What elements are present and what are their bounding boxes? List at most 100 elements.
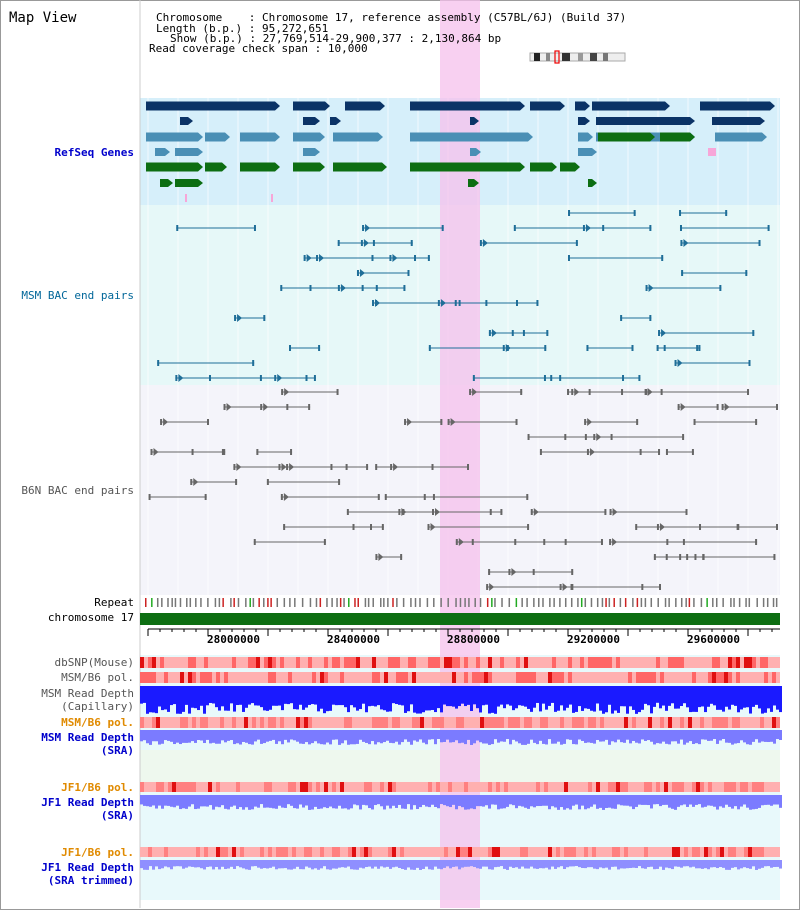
jf1-depth-trim-bar [329,860,332,870]
jf1-b6-pol-heat-cell [276,782,280,792]
jf1-depth-sra-bar [338,795,341,806]
msm-depth-sra-bar [686,730,689,743]
dbsnp-heat-cell [764,657,768,668]
dbsnp-heat-cell [576,657,580,668]
jf1-depth-sra-bar [668,795,671,808]
dbsnp-heat-cell [356,657,360,668]
jf1-b6-pol-heat-cell [512,847,516,857]
track-label-jf1-b6-pol-1[interactable]: JF1/B6 pol. [61,781,134,794]
msm-bac-pair-end [575,240,578,246]
msm-b6-pol-heat-cell [224,717,228,728]
jf1-depth-trim-bar [584,860,587,869]
dbsnp-heat-cell [416,657,420,668]
msm-b6-pol-heat-cell [684,672,688,683]
track-label-refseq[interactable]: RefSeq Genes [54,146,134,159]
msm-depth-capillary-bar [437,686,440,709]
msm-depth-capillary-bar [197,686,200,711]
repeat-element [189,598,192,607]
jf1-b6-pol-heat-cell [172,782,176,792]
jf1-b6-pol-heat-cell [464,782,468,792]
msm-depth-capillary-bar [143,686,146,703]
msm-b6-pol-heat-cell [248,672,252,683]
msm-depth-capillary-bar [686,686,689,708]
jf1-b6-pol-heat-cell [708,782,712,792]
track-label-msm-bac[interactable]: MSM BAC end pairs [21,289,134,302]
track-label-msm-depth-sra-1[interactable]: MSM Read Depth [41,731,134,744]
msm-depth-sra-bar [410,730,413,745]
jf1-depth-sra-bar [458,795,461,806]
dbsnp-heat-cell [696,657,700,668]
msm-depth-sra-bar [242,730,245,742]
dbsnp-heat-cell [580,657,584,668]
track-label-repeat[interactable]: Repeat [94,596,134,609]
jf1-depth-sra-bar [446,795,449,807]
jf1-depth-trim-bar [695,860,698,869]
msm-depth-capillary-bar [242,686,245,712]
dbsnp-heat-cell [644,657,648,668]
msm-b6-pol-heat-cell [676,717,680,728]
msm-b6-pol-heat-cell [492,717,496,728]
msm-b6-pol-heat-cell [556,672,560,683]
msm-depth-capillary-bar [254,686,257,706]
jf1-depth-trim-bar [773,860,776,867]
jf1-b6-pol-heat-cell [416,782,420,792]
gene-exon [293,162,320,172]
track-label-b6n-bac[interactable]: B6N BAC end pairs [21,484,134,497]
track-label-jf1-depth-trim-1[interactable]: JF1 Read Depth [41,861,134,874]
gene-exon [146,132,198,142]
jf1-depth-sra-bar [410,795,413,810]
dbsnp-heat-cell [252,657,256,668]
jf1-b6-pol-heat-cell [348,847,352,857]
jf1-b6-pol-heat-cell [496,847,500,857]
jf1-b6-pol-heat-cell [612,847,616,857]
jf1-b6-pol-heat-cell [520,782,524,792]
jf1-depth-sra-bar [551,795,554,807]
b6n-bac-pair-end [370,524,373,530]
msm-b6-pol-heat-cell [340,672,344,683]
repeat-element [650,598,653,607]
b6n-bac-pair-end [515,419,518,425]
msm-depth-sra-bar [530,730,533,740]
track-label-msm-b6-pol-1[interactable]: MSM/B6 pol. [61,671,134,684]
gene-strand-arrow [592,148,597,156]
msm-depth-sra-bar [230,730,233,741]
repeat-element [730,598,732,607]
jf1-b6-pol-heat-cell [428,782,432,792]
repeat-element [200,598,202,607]
dbsnp-heat-cell [608,657,612,668]
jf1-b6-pol-heat-cell [308,782,312,792]
track-label-chromosome[interactable]: chromosome 17 [47,611,134,624]
track-label-msm-depth-cap-1[interactable]: MSM Read Depth [41,687,134,700]
msm-depth-sra-bar [299,730,302,744]
jf1-depth-trim-bar [536,860,539,869]
jf1-depth-sra-bar [314,795,317,807]
msm-b6-pol-heat-cell [520,672,524,683]
msm-b6-pol-heat-cell [532,717,536,728]
b6n-bac-pair-end [404,419,407,425]
jf1-depth-trim-bar [419,860,422,870]
jf1-depth-sra-bar [209,795,212,806]
msm-depth-capillary-bar [452,686,455,707]
msm-b6-pol-heat-cell [524,717,528,728]
jf1-depth-trim-bar [311,860,314,870]
b6n-bac-pair-end [336,389,339,395]
track-label-jf1-depth-sra-1[interactable]: JF1 Read Depth [41,796,134,809]
track-label-jf1-b6-pol-2[interactable]: JF1/B6 pol. [61,846,134,859]
msm-depth-capillary-bar [629,686,632,707]
dbsnp-heat-cell [724,657,728,668]
msm-depth-capillary-bar [683,686,686,704]
track-label-msm-b6-pol-2[interactable]: MSM/B6 pol. [61,716,134,729]
jf1-b6-pol-heat-cell [352,847,356,857]
jf1-depth-sra-bar [362,795,365,805]
jf1-depth-trim-bar [665,860,668,868]
track-label-dbsnp[interactable]: dbSNP(Mouse) [54,656,134,669]
b6n-bac-pair-end [308,404,311,410]
msm-b6-pol-heat-cell [272,717,276,728]
msm-b6-pol-heat-cell [412,717,416,728]
jf1-depth-trim-bar [140,860,143,869]
jf1-depth-sra-bar [533,795,536,808]
msm-depth-sra-bar [749,730,752,745]
jf1-depth-sra-bar [428,795,431,808]
dbsnp-heat-cell [424,657,428,668]
